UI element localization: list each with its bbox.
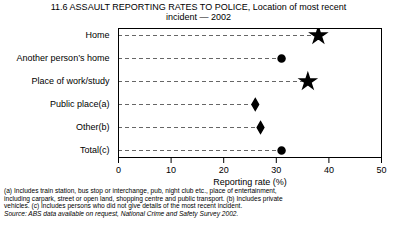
html-text:(a) Includes train station, bu: (a) Includes train station, bus stop or … xyxy=(4,187,277,194)
svg-text:10: 10 xyxy=(166,165,176,175)
svg-text:30: 30 xyxy=(271,165,281,175)
html-text:incident — 2002: incident — 2002 xyxy=(166,12,231,22)
svg-text:Total(c): Total(c) xyxy=(80,145,110,155)
svg-text:Home: Home xyxy=(85,30,109,40)
html-text:11.6 ASSAULT REPORTING RATES T: 11.6 ASSAULT REPORTING RATES TO POLICE, … xyxy=(50,2,347,12)
svg-text:50: 50 xyxy=(376,165,386,175)
svg-text:0: 0 xyxy=(116,165,121,175)
svg-text:Other(b): Other(b) xyxy=(76,122,110,132)
svg-text:Place of work/study: Place of work/study xyxy=(31,76,110,86)
html-text:Source: ABS data available on: Source: ABS data available on request, N… xyxy=(4,209,239,217)
svg-text:Another person’s home: Another person’s home xyxy=(17,53,110,63)
svg-text:20: 20 xyxy=(219,165,229,175)
svg-text:40: 40 xyxy=(324,165,334,175)
svg-text:Public place(a): Public place(a) xyxy=(50,99,110,109)
svg-text:Reporting rate (%): Reporting rate (%) xyxy=(213,177,287,187)
html-text:including carpark, street or o: including carpark, street or open land, … xyxy=(4,194,283,202)
html-text:vehicles. (c) Includes persons: vehicles. (c) Includes persons who did n… xyxy=(4,202,243,210)
